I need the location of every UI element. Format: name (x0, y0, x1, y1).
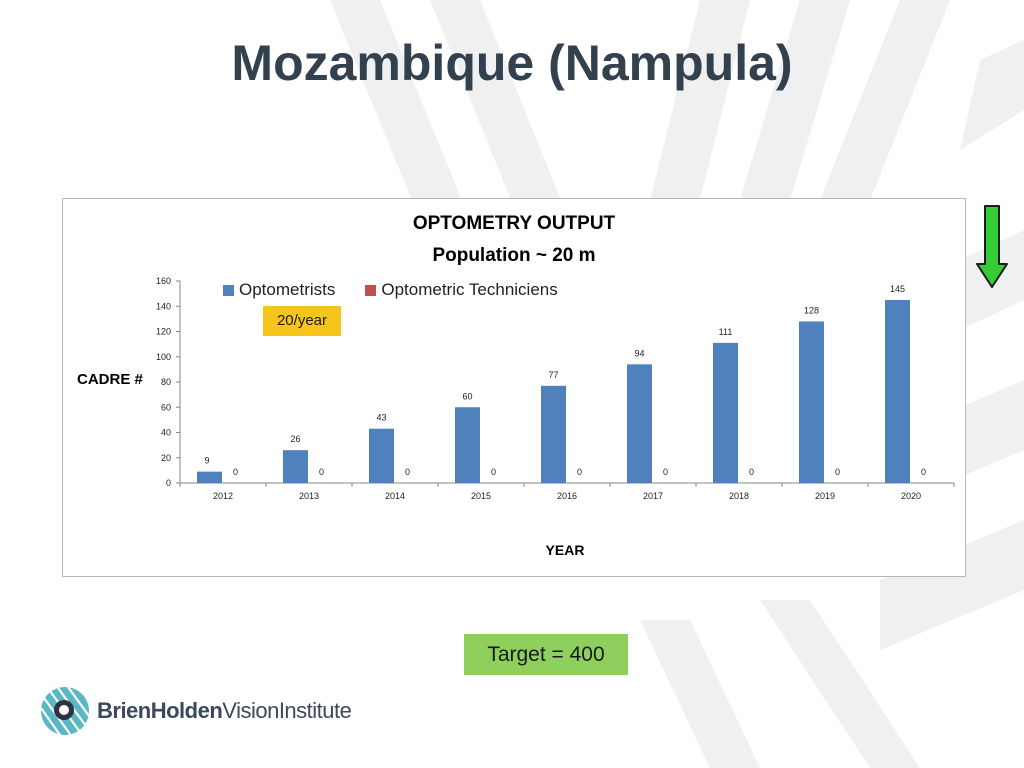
x-tick-label: 2016 (557, 491, 577, 501)
legend-label-technicians: Optometric Techniciens (381, 280, 558, 299)
y-tick-label: 80 (161, 377, 171, 387)
data-label-technicians: 0 (749, 467, 754, 477)
rate-callout: 20/year (263, 306, 341, 336)
y-tick-label: 100 (156, 352, 171, 362)
x-tick-label: 2018 (729, 491, 749, 501)
bar-optometrists-2012 (197, 471, 222, 483)
legend-item-technicians: Optometric Techniciens (365, 280, 558, 300)
logo-text: BrienHoldenVisionInstitute (97, 698, 352, 724)
chart-frame: OPTOMETRY OUTPUT Population ~ 20 m 0 20 40 60… (62, 198, 966, 577)
data-label-optometrists: 43 (376, 413, 386, 423)
data-label-optometrists: 60 (462, 391, 472, 401)
legend-swatch-optometrists (223, 284, 234, 296)
y-tick-label: 20 (161, 453, 171, 463)
green-down-arrow-icon (976, 205, 1008, 288)
bar-optometrists-2014 (369, 428, 394, 483)
x-tick-label: 2013 (299, 491, 319, 501)
slide-title: Mozambique (Nampula) (231, 35, 793, 91)
data-label-technicians: 0 (577, 467, 582, 477)
data-label-technicians: 0 (835, 467, 840, 477)
bar-chart: OPTOMETRY OUTPUT Population ~ 20 m 0 20 40 60… (156, 213, 955, 558)
data-label-technicians: 0 (319, 467, 324, 477)
y-axis-label: CADRE # (77, 371, 143, 388)
brien-holden-logo: BrienHoldenVisionInstitute (40, 686, 352, 738)
data-label-technicians: 0 (491, 467, 496, 477)
bar-optometrists-2019 (799, 321, 824, 483)
data-label-optometrists: 77 (548, 370, 558, 380)
data-label-optometrists: 145 (890, 284, 905, 294)
y-tick-label: 140 (156, 301, 171, 311)
legend-swatch-technicians (365, 284, 377, 296)
data-label-optometrists: 128 (804, 305, 819, 315)
data-label-technicians: 0 (405, 467, 410, 477)
bar-optometrists-2017 (627, 364, 652, 483)
data-label-technicians: 0 (921, 467, 926, 477)
eye-logo-icon (40, 686, 90, 736)
y-tick-label: 160 (156, 276, 171, 286)
y-tick-label: 40 (161, 428, 171, 438)
y-tick-label: 0 (166, 478, 171, 488)
x-tick-label: 2015 (471, 491, 491, 501)
bar-optometrists-2020 (885, 299, 910, 483)
chart-legend: Optometrists Optometric Techniciens (223, 279, 588, 301)
logo-text-bold: BrienHolden (97, 698, 223, 723)
x-tick-label: 2020 (901, 491, 921, 501)
bar-optometrists-2013 (283, 450, 308, 483)
data-label-optometrists: 94 (634, 348, 644, 358)
data-label-optometrists: 111 (719, 327, 733, 337)
y-tick-label: 120 (156, 327, 171, 337)
target-label: Target = 400 (464, 634, 628, 675)
y-tick-label: 60 (161, 402, 171, 412)
data-label-technicians: 0 (233, 467, 238, 477)
x-tick-label: 2019 (815, 491, 835, 501)
x-tick-label: 2017 (643, 491, 663, 501)
chart-subtitle: Population ~ 20 m (432, 245, 595, 266)
data-label-optometrists: 26 (290, 434, 300, 444)
bar-optometrists-2016 (541, 385, 566, 483)
chart-title: OPTOMETRY OUTPUT (413, 213, 616, 234)
data-label-optometrists: 9 (204, 456, 209, 466)
x-tick-label: 2014 (385, 491, 405, 501)
legend-label-optometrists: Optometrists (239, 280, 336, 299)
data-label-technicians: 0 (663, 467, 668, 477)
legend-item-optometrists: Optometrists (223, 280, 335, 300)
x-axis-label: YEAR (546, 542, 585, 558)
logo-text-regular: VisionInstitute (222, 698, 352, 723)
x-tick-label: 2012 (213, 491, 233, 501)
bar-optometrists-2015 (455, 407, 480, 483)
bar-optometrists-2018 (713, 342, 738, 483)
